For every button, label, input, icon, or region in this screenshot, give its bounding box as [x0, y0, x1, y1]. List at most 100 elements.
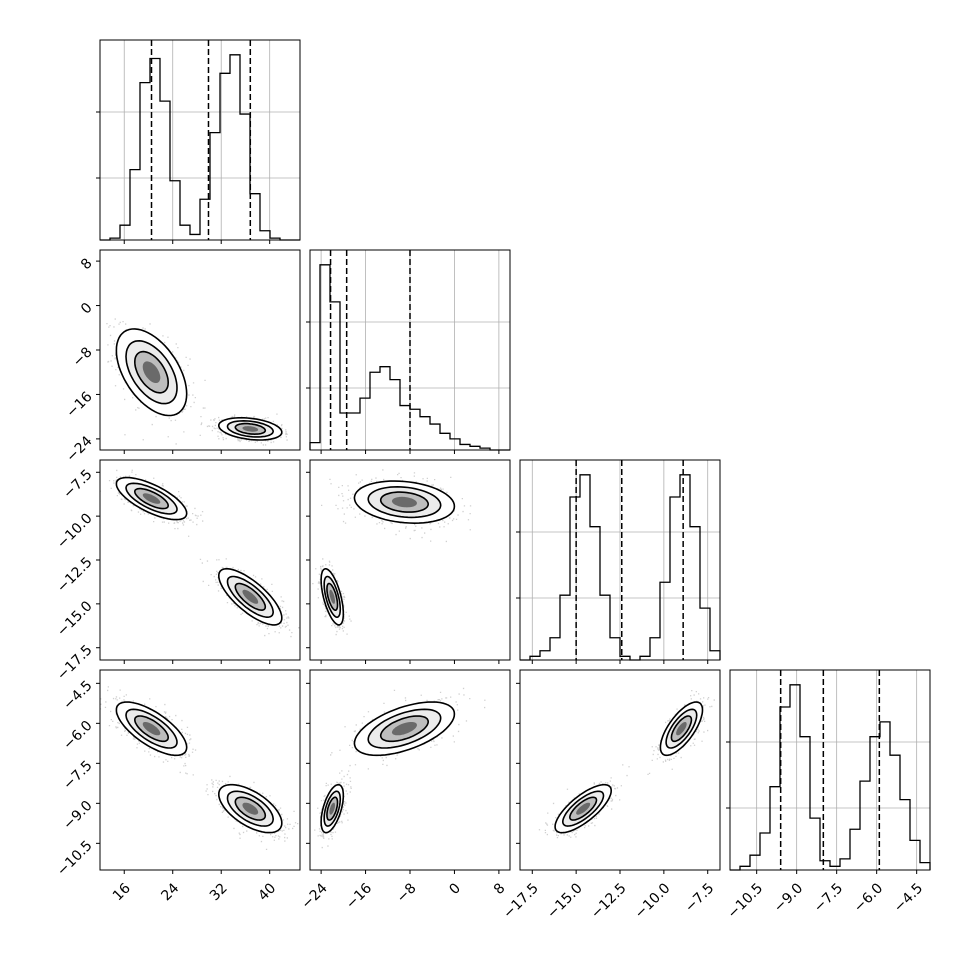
contour-3-1-1-2: [326, 796, 339, 821]
contour-1-0-1-2: [234, 422, 267, 436]
joint-frame-3-0: [99, 669, 301, 871]
contour-3-1-0-1: [367, 708, 442, 749]
y-tick-label-3-4: −10.5: [54, 838, 96, 880]
y-tick-label-2-4: −17.5: [54, 642, 96, 684]
contour-2-1-0-2: [379, 491, 430, 513]
contour-3-1-1-0: [320, 783, 345, 834]
x-tick-label-1-4: 8: [491, 880, 509, 898]
y-tick-label-1-2: −8: [70, 344, 96, 370]
contour-2-1-0-0: [353, 480, 456, 525]
hist-panel-3: [726, 669, 931, 874]
x-tick-label-3-3: −6.0: [851, 880, 886, 915]
x-tick-label-1-3: 0: [446, 880, 464, 898]
contour-3-0-1-1: [226, 790, 275, 827]
density-fill-core-1-0-1: [242, 426, 259, 432]
x-tick-label-2-3: −10.0: [632, 880, 674, 922]
x-tick-label-0-1: 24: [158, 880, 182, 904]
contour-3-0-1-2: [234, 796, 267, 821]
contour-3-0-0-0: [115, 701, 188, 757]
histogram-2: [520, 474, 721, 661]
joint-frame-2-0: [99, 459, 301, 661]
joint-panel-2-1: [306, 459, 511, 664]
joint-frame-1-0: [99, 249, 301, 451]
x-tick-label-1-1: −16: [343, 880, 375, 912]
x-tick-label-0-2: 32: [207, 880, 231, 904]
y-tick-label-2-0: −7.5: [60, 467, 95, 502]
hist-frame-2: [519, 459, 721, 661]
hist-panel-1: [306, 249, 511, 454]
contour-3-0-0-1: [125, 708, 178, 749]
contour-1-0-1-0: [217, 417, 283, 441]
contour-2-1-0-1: [367, 485, 442, 519]
contour-2-0-0-1: [125, 482, 178, 515]
y-tick-label-3-2: −7.5: [60, 758, 95, 793]
contour-2-0-1-1: [226, 575, 275, 618]
x-tick-label-1-2: −8: [394, 880, 420, 906]
density-fill-core-3-2-0: [676, 722, 687, 736]
x-tick-label-0-3: 40: [255, 880, 279, 904]
contour-1-0-0-0: [115, 328, 188, 417]
joint-panel-3-0: [96, 669, 301, 874]
hist-frame-1: [309, 249, 511, 451]
density-fill-core-3-0-0: [142, 722, 161, 736]
density-fill-core-1-0-0: [142, 361, 161, 383]
density-fill-core-3-1-0: [391, 722, 417, 736]
contour-2-0-0-0: [115, 476, 188, 521]
contour-3-2-0-0: [659, 701, 704, 757]
contour-2-0-1-0: [217, 568, 283, 626]
x-tick-label-2-4: −7.5: [682, 880, 717, 915]
contour-2-1-1-0: [320, 568, 345, 626]
joint-frame-2-1: [309, 459, 511, 661]
density-fill-core-2-1-1: [329, 589, 335, 604]
density-fill-core-3-2-1: [576, 802, 591, 815]
y-tick-label-1-4: −24: [63, 433, 95, 465]
joint-panel-3-1: [306, 669, 511, 874]
joint-panel-3-2: [516, 669, 721, 874]
y-tick-label-3-1: −6.0: [60, 718, 95, 753]
contour-3-0-1-0: [217, 783, 283, 834]
y-tick-label-2-3: −15.0: [54, 598, 96, 640]
y-tick-label-1-3: −16: [63, 389, 95, 421]
contour-2-0-1-2: [234, 582, 267, 612]
y-tick-label-3-3: −9.0: [60, 798, 95, 833]
density-fill-core-2-0-1: [242, 589, 259, 604]
y-tick-label-2-1: −10.0: [54, 510, 96, 552]
joint-panel-2-0: [96, 459, 301, 664]
contour-3-2-1-2: [568, 796, 598, 821]
contour-2-1-1-2: [326, 582, 339, 611]
joint-frame-3-2: [519, 669, 721, 871]
contour-1-0-0-1: [125, 339, 178, 405]
x-tick-label-3-4: −4.5: [891, 880, 926, 915]
density-fill-core-3-1-1: [329, 802, 335, 815]
x-tick-label-1-0: −24: [299, 880, 331, 912]
x-tick-label-2-0: −17.5: [500, 880, 542, 922]
joint-panel-1-0: [96, 249, 301, 454]
x-tick-label-3-0: −10.5: [725, 880, 767, 922]
y-tick-label-1-1: 0: [78, 300, 96, 318]
hist-frame-3: [729, 669, 931, 871]
hist-panel-2: [516, 459, 721, 664]
hist-panel-0: [96, 39, 301, 244]
x-tick-label-3-1: −9.0: [771, 880, 806, 915]
density-fill-core-2-0-0: [142, 493, 161, 504]
histogram-0: [100, 54, 300, 241]
y-tick-label-2-2: −12.5: [54, 554, 96, 596]
contour-3-0-0-2: [133, 715, 170, 743]
contour-3-1-0-2: [379, 715, 430, 743]
x-tick-label-2-1: −15.0: [544, 880, 586, 922]
contour-1-0-1-1: [226, 419, 275, 438]
contour-3-2-1-0: [554, 783, 613, 834]
contour-3-2-0-1: [665, 708, 698, 749]
contour-1-0-0-2: [133, 350, 170, 394]
joint-frame-3-1: [309, 669, 511, 871]
contour-3-2-1-1: [561, 790, 605, 827]
x-tick-label-0-0: 16: [110, 880, 134, 904]
density-fill-core-2-1-0: [391, 496, 417, 508]
contour-3-2-0-2: [670, 715, 693, 743]
x-tick-label-3-2: −7.5: [811, 880, 846, 915]
contour-3-1-0-0: [353, 701, 456, 757]
contour-2-0-0-2: [133, 487, 170, 510]
contour-3-1-1-1: [323, 790, 342, 827]
contour-2-1-1-1: [323, 575, 342, 618]
